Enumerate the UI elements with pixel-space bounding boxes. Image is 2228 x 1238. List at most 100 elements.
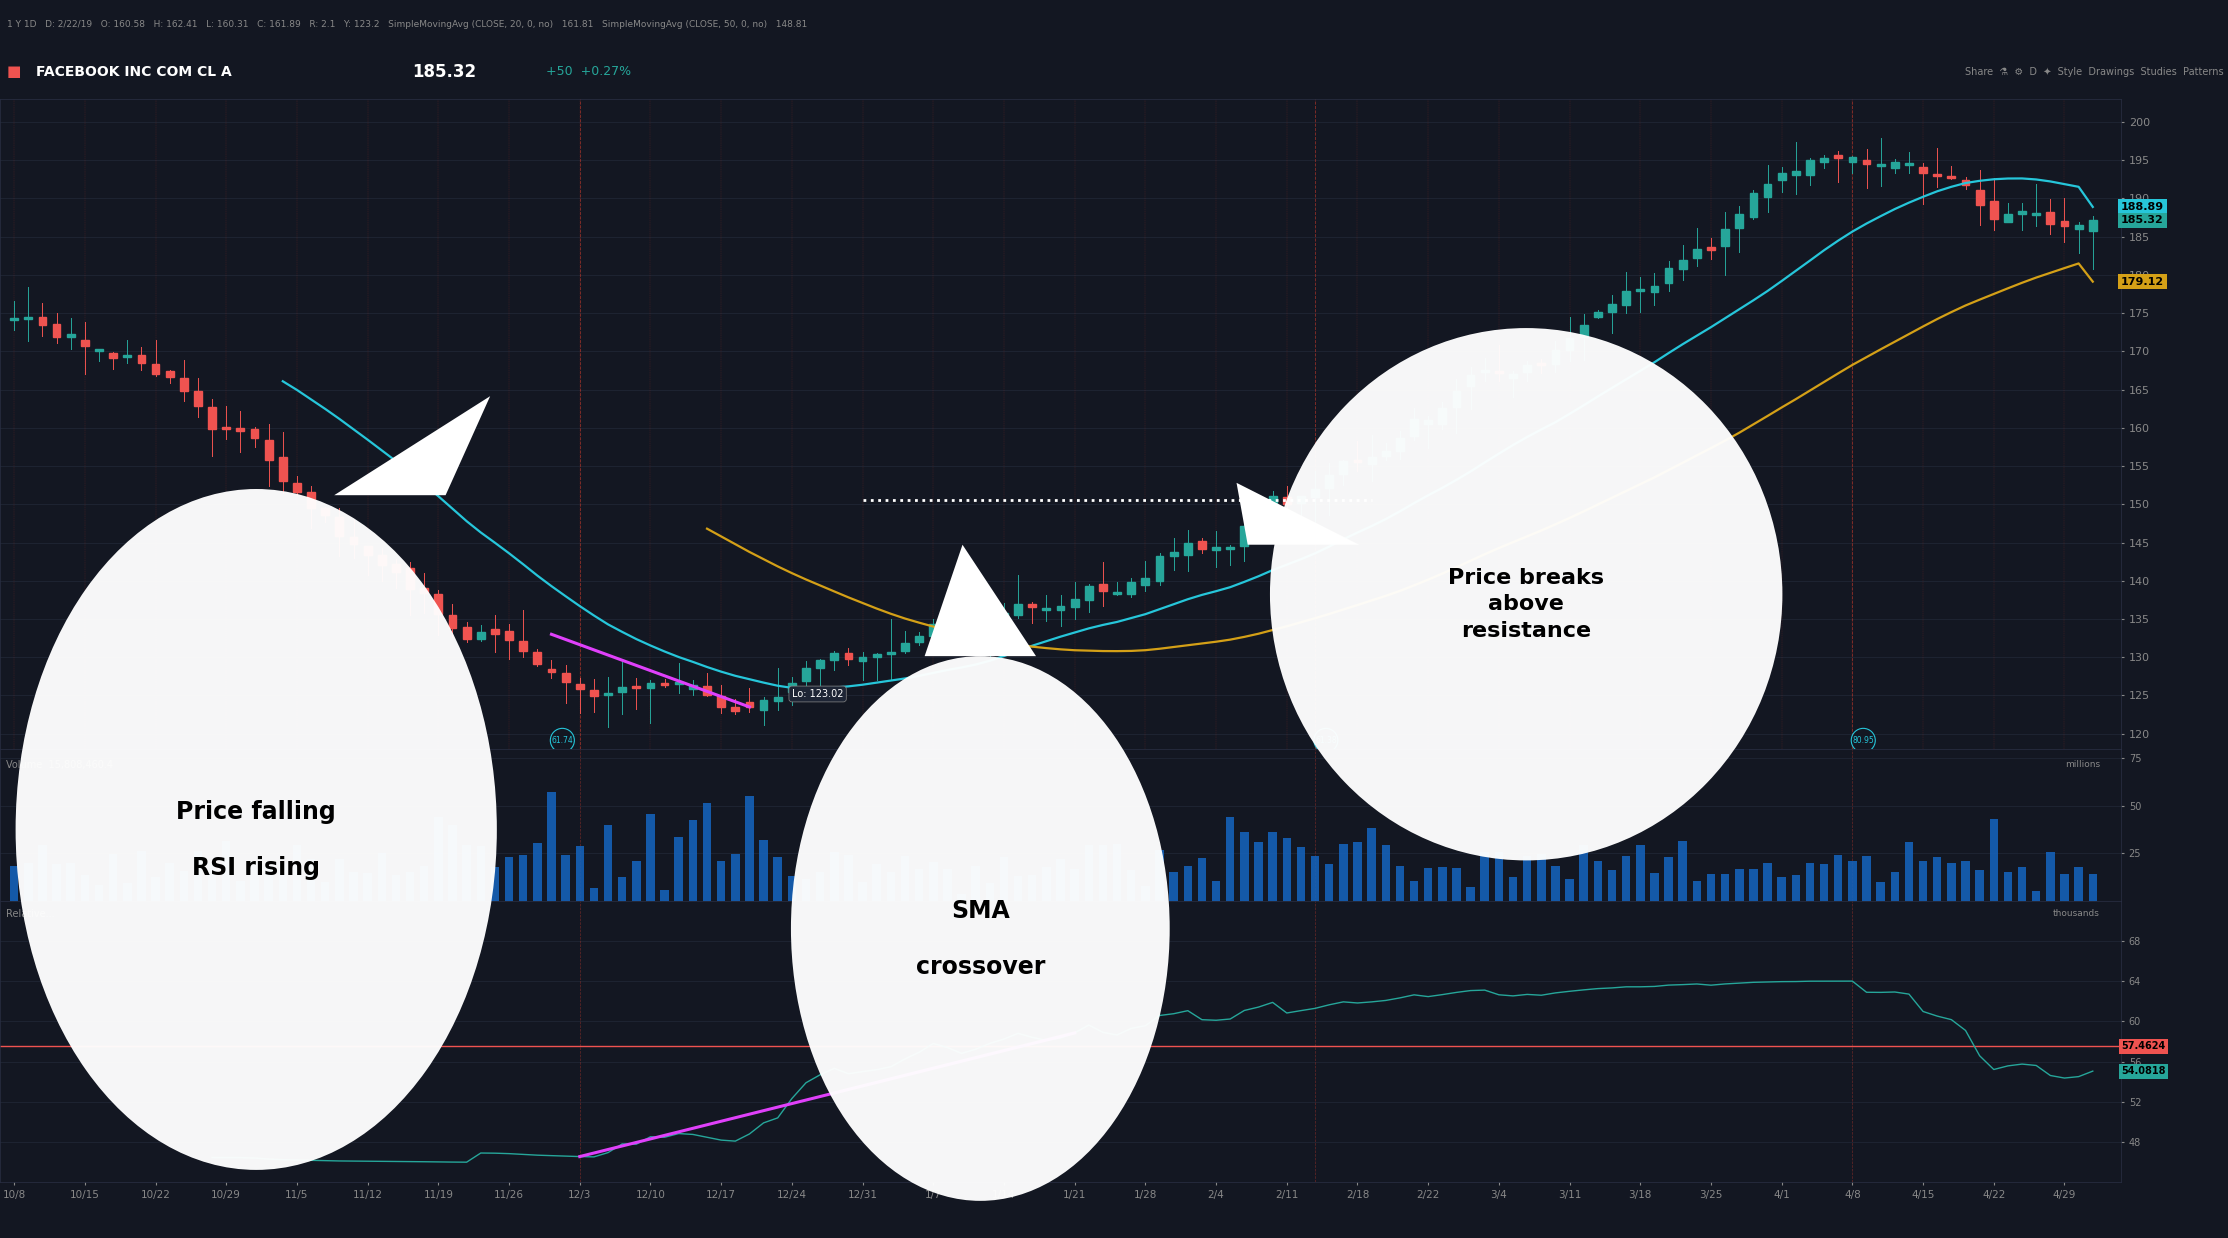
Bar: [717, 862, 726, 901]
Bar: [831, 652, 838, 660]
Bar: [548, 792, 555, 901]
Bar: [916, 869, 922, 901]
Bar: [67, 334, 74, 337]
Bar: [802, 669, 811, 681]
Bar: [532, 652, 541, 664]
Bar: [1990, 201, 1999, 219]
Bar: [1693, 881, 1702, 901]
Bar: [1466, 886, 1475, 901]
Bar: [2019, 212, 2025, 214]
Bar: [675, 837, 684, 901]
Bar: [165, 863, 174, 901]
Bar: [506, 631, 512, 640]
Bar: [25, 317, 31, 319]
Bar: [307, 493, 314, 508]
Bar: [1183, 867, 1192, 901]
Bar: [1892, 162, 1898, 168]
Bar: [958, 894, 965, 901]
Bar: [1834, 155, 1843, 157]
Bar: [619, 687, 626, 692]
Bar: [773, 857, 782, 901]
Text: Share  ⚗  ⚙  D  ✦  Style  Drawings  Studies  Patterns: Share ⚗ ⚙ D ✦ Style Drawings Studies Pat…: [1965, 67, 2224, 77]
Bar: [152, 364, 160, 374]
Bar: [307, 859, 316, 901]
Bar: [207, 863, 216, 901]
Bar: [1876, 881, 1885, 901]
Bar: [1352, 842, 1361, 901]
Bar: [1820, 864, 1829, 901]
Bar: [80, 340, 89, 347]
Bar: [1537, 854, 1546, 901]
Bar: [434, 817, 443, 901]
Bar: [858, 656, 867, 661]
Bar: [1976, 189, 1983, 204]
Bar: [815, 660, 824, 669]
Bar: [477, 846, 486, 901]
Bar: [1310, 855, 1319, 901]
Text: 185.32: 185.32: [412, 63, 477, 80]
Bar: [1849, 157, 1856, 162]
Bar: [1508, 878, 1517, 901]
Bar: [1368, 457, 1375, 464]
Bar: [1268, 496, 1277, 513]
Polygon shape: [925, 545, 1036, 656]
Bar: [1849, 862, 1856, 901]
Bar: [363, 873, 372, 901]
Text: crossover: crossover: [916, 954, 1045, 979]
Bar: [1183, 543, 1192, 555]
Bar: [2061, 222, 2068, 227]
Bar: [1225, 817, 1234, 901]
Bar: [477, 631, 486, 639]
Bar: [1000, 613, 1007, 619]
Bar: [1609, 870, 1615, 901]
Bar: [942, 869, 951, 901]
Text: +50  +0.27%: +50 +0.27%: [546, 66, 631, 78]
Text: millions: millions: [2065, 760, 2099, 769]
Text: SMA: SMA: [951, 899, 1009, 924]
Bar: [717, 696, 724, 707]
Bar: [646, 815, 655, 901]
Bar: [1212, 881, 1221, 901]
Ellipse shape: [791, 656, 1170, 1201]
Bar: [561, 855, 570, 901]
Bar: [490, 629, 499, 634]
Bar: [519, 855, 528, 901]
Bar: [250, 430, 258, 438]
Bar: [1170, 552, 1179, 556]
Bar: [2019, 867, 2025, 901]
Bar: [1326, 474, 1332, 488]
Bar: [2061, 874, 2070, 901]
Bar: [1268, 832, 1277, 901]
Bar: [1453, 868, 1462, 901]
Bar: [1678, 841, 1687, 901]
Bar: [1199, 858, 1205, 901]
Bar: [1283, 838, 1290, 901]
Bar: [1609, 305, 1615, 312]
Bar: [1453, 391, 1459, 407]
Text: 57.4624: 57.4624: [2121, 1041, 2166, 1051]
Bar: [2048, 212, 2054, 224]
Bar: [138, 852, 145, 901]
Bar: [11, 318, 18, 319]
Bar: [405, 872, 414, 901]
Bar: [1834, 855, 1843, 901]
Bar: [633, 686, 639, 688]
Bar: [506, 858, 512, 901]
Bar: [1551, 350, 1560, 364]
Bar: [1635, 288, 1644, 291]
Bar: [1381, 451, 1390, 457]
Text: Volume  15,808,460.4: Volume 15,808,460.4: [7, 760, 114, 770]
Bar: [1043, 867, 1052, 901]
Bar: [109, 854, 118, 901]
Bar: [1961, 180, 1970, 184]
Bar: [1905, 163, 1914, 166]
Bar: [1056, 607, 1065, 610]
Bar: [1395, 867, 1404, 901]
Bar: [731, 707, 740, 712]
Bar: [377, 853, 385, 901]
Bar: [80, 875, 89, 901]
Bar: [1905, 842, 1914, 901]
Bar: [1749, 869, 1758, 901]
Bar: [1170, 872, 1179, 901]
Bar: [321, 508, 330, 515]
